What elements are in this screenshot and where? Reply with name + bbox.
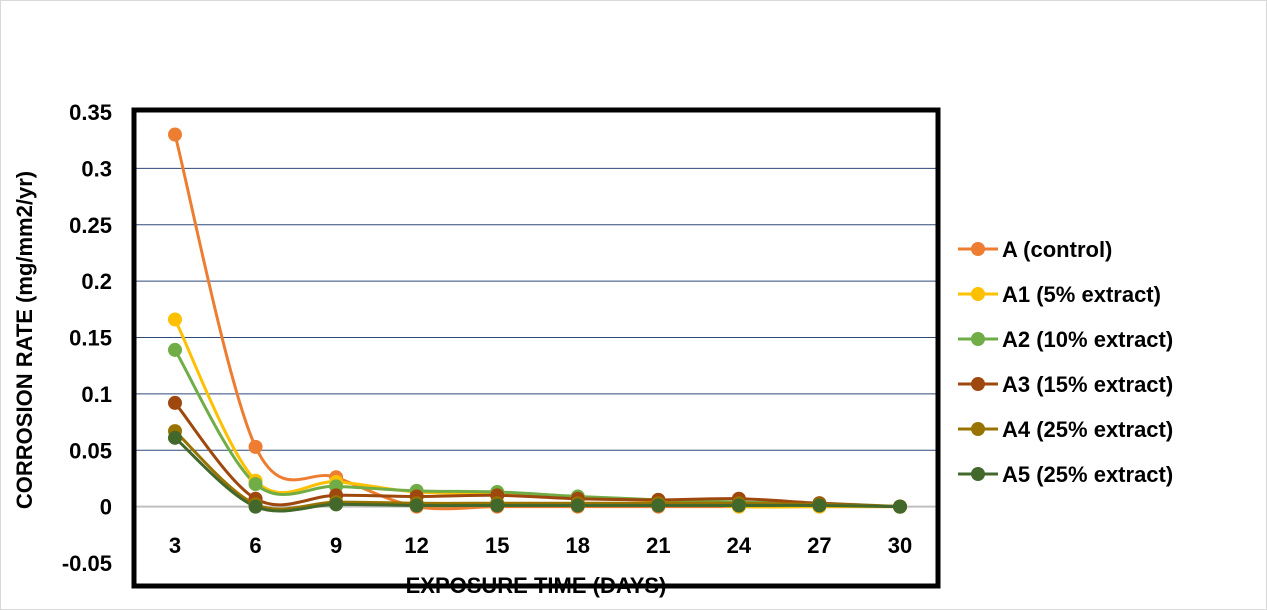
legend-marker	[971, 467, 985, 481]
data-point-a5-25-extract	[168, 430, 182, 445]
y-tick-label: 0.35	[69, 100, 112, 125]
data-point-a5-25-extract	[651, 498, 666, 513]
legend-label: A3 (15% extract)	[1002, 372, 1173, 397]
data-point-a-control	[248, 439, 263, 454]
x-tick-label: 30	[888, 533, 912, 558]
x-tick-label: 15	[485, 533, 509, 558]
data-point-a5-25-extract	[570, 498, 585, 513]
x-tick-label: 9	[330, 533, 342, 558]
legend-marker	[971, 422, 985, 436]
legend: A (control) A1 (5% extract) A2 (10% extrac…	[958, 237, 1173, 487]
legend-marker	[971, 287, 985, 301]
x-axis-title: EXPOSURE TIME (DAYS)	[406, 573, 667, 598]
legend-label: A1 (5% extract)	[1002, 282, 1161, 307]
x-tick-label: 3	[169, 533, 181, 558]
legend-marker	[971, 242, 985, 256]
data-point-a5-25-extract	[248, 499, 263, 514]
data-point-a5-25-extract	[329, 497, 344, 512]
x-tick-label: 18	[566, 533, 590, 558]
y-tick-label: 0.1	[81, 382, 112, 407]
x-tick-label: 12	[404, 533, 428, 558]
legend-label: A2 (10% extract)	[1002, 327, 1173, 352]
x-tick-label: 6	[249, 533, 261, 558]
legend-marker	[971, 377, 985, 391]
y-axis-tick-labels: -0.05 0 0.05 0.1 0.15 0.2 0.25 0.3 0.35	[62, 100, 112, 576]
legend-label: A5 (25% extract)	[1002, 462, 1173, 487]
data-point-a5-25-extract	[893, 499, 907, 514]
data-point-a5-25-extract	[731, 498, 746, 513]
legend-label: A (control)	[1002, 237, 1112, 262]
y-tick-label: 0.25	[69, 213, 112, 238]
y-tick-label: 0.05	[69, 438, 112, 463]
y-tick-label: 0.15	[69, 326, 112, 351]
legend-item: A (control)	[958, 237, 1112, 262]
series-line-a4-25-extract	[173, 429, 901, 511]
legend-item: A2 (10% extract)	[958, 327, 1173, 352]
y-tick-label: 0	[100, 495, 112, 520]
data-point-a5-25-extract	[490, 498, 505, 513]
legend-label: A4 (25% extract)	[1002, 417, 1173, 442]
y-tick-label: 0.2	[81, 269, 112, 294]
series-line-a3-15-extract	[173, 401, 901, 509]
y-tick-label: 0.3	[81, 156, 112, 181]
x-tick-label: 21	[646, 533, 670, 558]
legend-item: A3 (15% extract)	[958, 372, 1173, 397]
data-point-a5-25-extract	[812, 498, 827, 513]
x-tick-label: 27	[807, 533, 831, 558]
legend-item: A4 (25% extract)	[958, 417, 1173, 442]
x-axis-tick-labels: 3 6 9 12 15 18 21 24 27 30	[169, 533, 912, 558]
data-point-a2-10-extract	[168, 342, 182, 357]
plot-area-border	[131, 107, 941, 589]
x-tick-label: 24	[727, 533, 752, 558]
legend-marker	[971, 332, 985, 346]
legend-item: A5 (25% extract)	[958, 462, 1173, 487]
data-point-a3-15-extract	[168, 395, 182, 410]
data-point-a1-5-extract	[168, 312, 182, 327]
data-point-a2-10-extract	[248, 477, 263, 492]
legend-item: A1 (5% extract)	[958, 282, 1161, 307]
series-markers	[168, 127, 907, 514]
series-line-a5-25-extract	[174, 436, 901, 513]
y-tick-label: -0.05	[62, 551, 112, 576]
data-point-a5-25-extract	[409, 498, 424, 513]
data-point-a-control	[168, 127, 182, 142]
y-axis-title: CORROSION RATE (mg/mm2/yr)	[12, 171, 37, 509]
